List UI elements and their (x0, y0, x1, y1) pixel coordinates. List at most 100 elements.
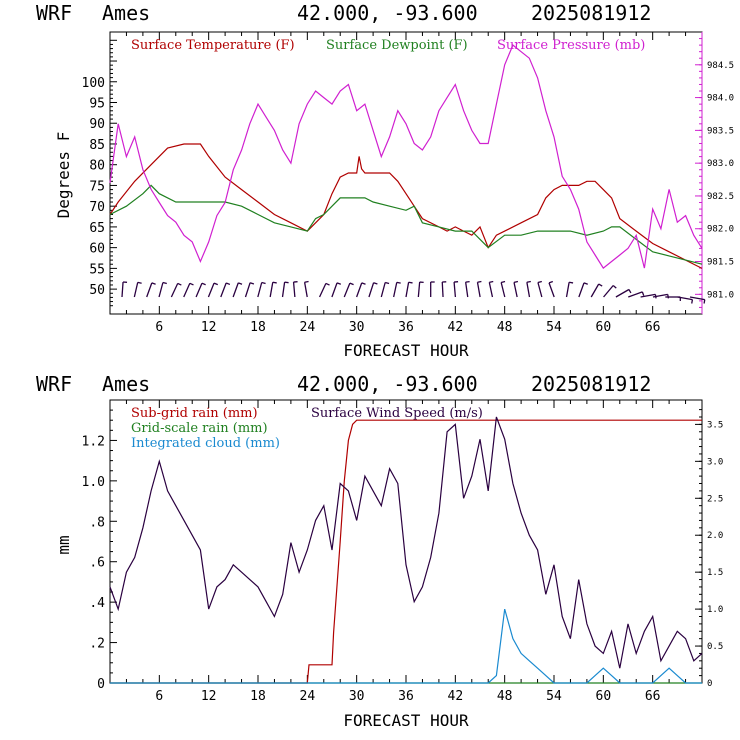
wind-barb-flag (304, 280, 309, 283)
wind-barb-flag (213, 282, 219, 286)
y-tick-label: .4 (89, 596, 105, 611)
y-tick-label: 60 (89, 242, 105, 257)
wind-barb (548, 282, 555, 298)
wind-barb (393, 282, 398, 298)
wind-barb (133, 282, 139, 298)
wind-barb-flag (272, 281, 277, 284)
header-station: Ames (102, 1, 150, 25)
y2-tick-label: 2.0 (707, 531, 723, 541)
x-tick-label: 12 (201, 320, 217, 335)
header-model-2: WRF (36, 372, 72, 396)
wind-barb (441, 281, 444, 298)
top-axes: 6 12 18 24 30 36 42 48 54 60 66 50 55 60 65 70 75 80 85 90 9… (82, 32, 734, 335)
header-coords: 42.000, -93.600 (297, 1, 478, 25)
wind-barb (343, 282, 351, 298)
wind-barb-flag (465, 280, 470, 283)
wind-barb (207, 282, 215, 298)
wind-barb (640, 293, 656, 298)
wind-barb (269, 282, 274, 298)
wind-barbs (121, 280, 706, 304)
legend-pressure: Surface Pressure (mb) (497, 38, 645, 53)
x-tick-label: 18 (250, 689, 266, 704)
wind-barb (257, 282, 263, 298)
x-tick-label: 66 (645, 689, 661, 704)
wind-barb-flag (500, 280, 506, 284)
y-tick-label: 0 (97, 677, 105, 692)
y2-tick-label: 981.0 (707, 290, 734, 300)
y2-tick-label: 984.5 (707, 61, 734, 71)
wind-barb-flag (325, 282, 330, 286)
header-coords-2: 42.000, -93.600 (297, 372, 478, 396)
wind-barb-flag (489, 280, 494, 283)
header-run-2: 2025081912 (531, 372, 651, 396)
wind-barb-flag (612, 285, 617, 289)
wind-barb-flag (691, 299, 694, 304)
series-surface-dewpoint-f-line (109, 184, 703, 265)
legend-wind-speed: Surface Wind Speed (m/s) (311, 406, 483, 421)
y-tick-label: 95 (89, 97, 105, 112)
wind-barb-flag (641, 291, 645, 296)
top-series (109, 44, 703, 269)
wind-barb (195, 282, 203, 298)
wind-barb (303, 282, 308, 298)
wind-barb-flag (238, 282, 243, 285)
y-tick-label: 80 (89, 159, 105, 174)
x-tick-label: 6 (155, 689, 163, 704)
y2-tick-label: 983.5 (707, 126, 734, 136)
wind-barb (453, 282, 457, 298)
header-model: WRF (36, 1, 72, 25)
wind-barb (465, 282, 469, 298)
wind-barb-flag (284, 281, 289, 284)
wind-barb (565, 282, 570, 298)
wind-barb (677, 296, 693, 301)
series-sub-grid-rain-mm-line (110, 419, 702, 684)
wind-barb (500, 282, 506, 298)
wind-barb (590, 283, 600, 298)
wind-barb (689, 296, 705, 301)
wind-barb-flag (361, 282, 366, 285)
y-tick-label: 65 (89, 221, 105, 236)
wind-barb (368, 282, 375, 298)
y-tick-label: 55 (89, 262, 105, 277)
wind-barb (380, 282, 386, 298)
wind-barb (355, 282, 363, 298)
x-tick-label: 30 (349, 320, 365, 335)
y-tick-label: 100 (82, 76, 105, 91)
wind-barb (628, 291, 643, 298)
y2-tick-label: 984.0 (707, 94, 734, 104)
y2-tick-label: 0.5 (707, 642, 723, 652)
legend-temperature: Surface Temperature (F) (131, 38, 295, 53)
wind-barb (220, 282, 227, 298)
wind-barb-flag (477, 280, 482, 283)
y-tick-label: 50 (89, 283, 105, 298)
wind-barb-flag (703, 299, 706, 304)
y2-tick-label: 1.0 (707, 605, 723, 615)
y-tick-label: .2 (89, 637, 105, 652)
wind-barb-flag (225, 282, 231, 286)
x-tick-label: 24 (300, 320, 316, 335)
legend-cloud: Integrated cloud (mm) (131, 436, 280, 451)
wind-barb (318, 283, 327, 298)
wind-barb (121, 281, 124, 298)
wind-barb-flag (537, 280, 542, 284)
bottom-xlabel: FORECAST HOUR (343, 711, 469, 730)
y2-tick-label: 1.5 (707, 568, 723, 578)
wind-barb-flag (526, 280, 531, 283)
top-plot-frame (109, 31, 703, 315)
wind-barb (488, 282, 494, 298)
y-tick-label: 1.2 (82, 434, 105, 449)
wind-barb (232, 282, 239, 298)
wind-barb-flag (583, 282, 588, 285)
bottom-series (109, 416, 703, 684)
wind-barb (578, 282, 585, 298)
wind-barb (244, 282, 251, 298)
x-tick-label: 60 (596, 689, 612, 704)
x-tick-label: 54 (546, 320, 562, 335)
y2-tick-label: 3.5 (707, 420, 723, 430)
series-surface-wind-speed-m-s-line (109, 416, 703, 669)
bottom-ylabel: mm (54, 535, 73, 554)
wind-barb-flag (373, 282, 378, 285)
wind-barb (281, 282, 286, 298)
series-surface-pressure-mb-line (109, 44, 703, 269)
y2-tick-label: 983.0 (707, 159, 734, 169)
